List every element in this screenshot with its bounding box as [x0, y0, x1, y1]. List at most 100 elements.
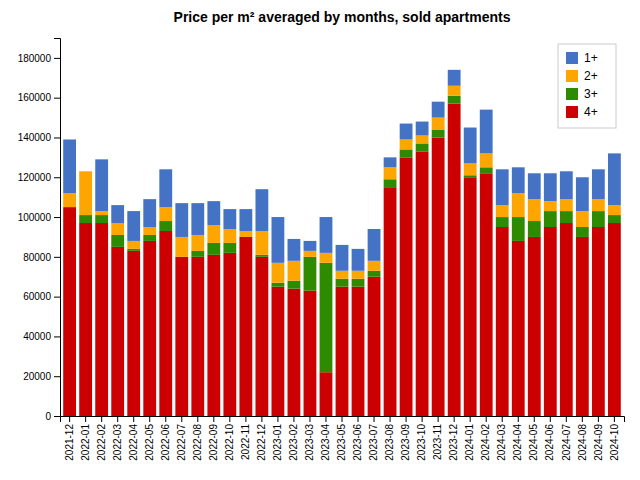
x-tick: 2024-10	[609, 416, 620, 461]
bar-segment	[304, 257, 317, 291]
bar-segment	[544, 227, 557, 416]
y-tick: 0	[45, 411, 60, 422]
bar-segment	[448, 70, 461, 86]
tick-mark	[374, 416, 375, 422]
axis-line	[54, 39, 61, 417]
bar-segment	[560, 199, 573, 211]
bar-segment	[576, 211, 589, 227]
tick-mark	[277, 416, 278, 422]
y-tick: 120000	[18, 172, 60, 183]
bar-segment	[464, 128, 477, 164]
tick-label: 2023-04	[320, 424, 331, 461]
bar-segment	[79, 223, 92, 416]
tick-mark	[101, 416, 102, 422]
bar-segment	[448, 86, 461, 96]
bar-segment	[175, 237, 188, 257]
tick-label: 2021-12	[64, 424, 75, 461]
bar-segment	[352, 249, 365, 271]
x-tick: 2022-11	[240, 416, 251, 460]
tick-mark	[117, 416, 118, 422]
bar-segment	[592, 199, 605, 211]
bar-segment	[432, 137, 445, 416]
bar-segment	[416, 143, 429, 151]
tick-mark	[486, 416, 487, 422]
tick-label: 2022-08	[192, 424, 203, 461]
y-tick: 60000	[23, 291, 60, 302]
tick-mark	[54, 98, 60, 99]
tick-label: 2024-07	[561, 424, 572, 461]
x-tick: 2023-02	[288, 416, 299, 461]
x-tick: 2022-04	[128, 416, 139, 461]
bar-segment	[272, 217, 285, 263]
bar-segment	[288, 289, 301, 416]
tick-mark	[54, 416, 60, 417]
x-tick: 2022-07	[176, 416, 187, 461]
legend-item: 2+	[566, 69, 598, 83]
bar-segment	[320, 372, 333, 416]
tick-mark	[197, 416, 198, 422]
legend-label: 2+	[584, 69, 598, 83]
bar-series	[63, 70, 621, 271]
bar-segment	[223, 243, 236, 253]
bar-segment	[159, 231, 172, 416]
bar-segment	[432, 118, 445, 130]
tick-mark	[566, 416, 567, 422]
bar-segment	[111, 235, 124, 247]
bar-segment	[512, 217, 525, 241]
tick-label: 2024-09	[593, 424, 604, 461]
bar-segment	[352, 279, 365, 287]
x-tick: 2022-09	[208, 416, 219, 461]
tick-mark	[229, 416, 230, 422]
tick-mark	[470, 416, 471, 422]
tick-mark	[358, 416, 359, 422]
bar-segment	[320, 217, 333, 253]
bar-segment	[448, 104, 461, 416]
x-tick: 2023-12	[448, 416, 459, 461]
bar-segment	[608, 215, 621, 223]
y-tick: 180000	[18, 53, 60, 64]
tick-mark	[325, 416, 326, 422]
bar-segment	[63, 193, 76, 207]
tick-label: 2024-05	[528, 424, 539, 461]
bar-segment	[255, 257, 268, 416]
tick-mark	[133, 416, 134, 422]
x-tick: 2022-12	[256, 416, 267, 461]
bar-segment	[496, 217, 509, 227]
tick-label: 2022-03	[112, 424, 123, 461]
bar-segment	[512, 241, 525, 416]
tick-label: 2022-09	[208, 424, 219, 461]
bar-segment	[512, 167, 525, 193]
bar-segment	[255, 255, 268, 257]
legend-item: 1+	[566, 51, 598, 65]
tick-label: 2022-04	[128, 424, 139, 461]
bar-segment	[239, 237, 252, 416]
bar-segment	[272, 263, 285, 283]
tick-mark	[598, 416, 599, 422]
bar-segment	[528, 173, 541, 199]
tick-mark	[293, 416, 294, 422]
chart-container: 0200004000060000800001000001200001400001…	[0, 0, 640, 480]
tick-label: 2023-09	[400, 424, 411, 461]
bar-segment	[576, 227, 589, 237]
tick-label: 2023-07	[368, 424, 379, 461]
tick-label: 2023-05	[336, 424, 347, 461]
tick-mark	[54, 336, 60, 337]
bar-segment	[223, 209, 236, 229]
bar-segment	[207, 201, 220, 225]
y-tick: 100000	[18, 212, 60, 223]
bar-segment	[480, 110, 493, 154]
y-tick: 40000	[23, 331, 60, 342]
x-tick: 2023-01	[272, 416, 283, 461]
bar-segment	[288, 261, 301, 281]
bar-segment	[384, 179, 397, 187]
tick-mark	[390, 416, 391, 422]
legend-box	[558, 44, 616, 128]
x-tick: 2022-06	[160, 416, 171, 461]
tick-mark	[54, 217, 60, 218]
tick-label: 2024-02	[480, 424, 491, 461]
x-tick: 2023-09	[400, 416, 411, 461]
bar-segment	[320, 253, 333, 263]
tick-mark	[213, 416, 214, 422]
tick-mark	[261, 416, 262, 422]
tick-label: 2024-03	[496, 424, 507, 461]
